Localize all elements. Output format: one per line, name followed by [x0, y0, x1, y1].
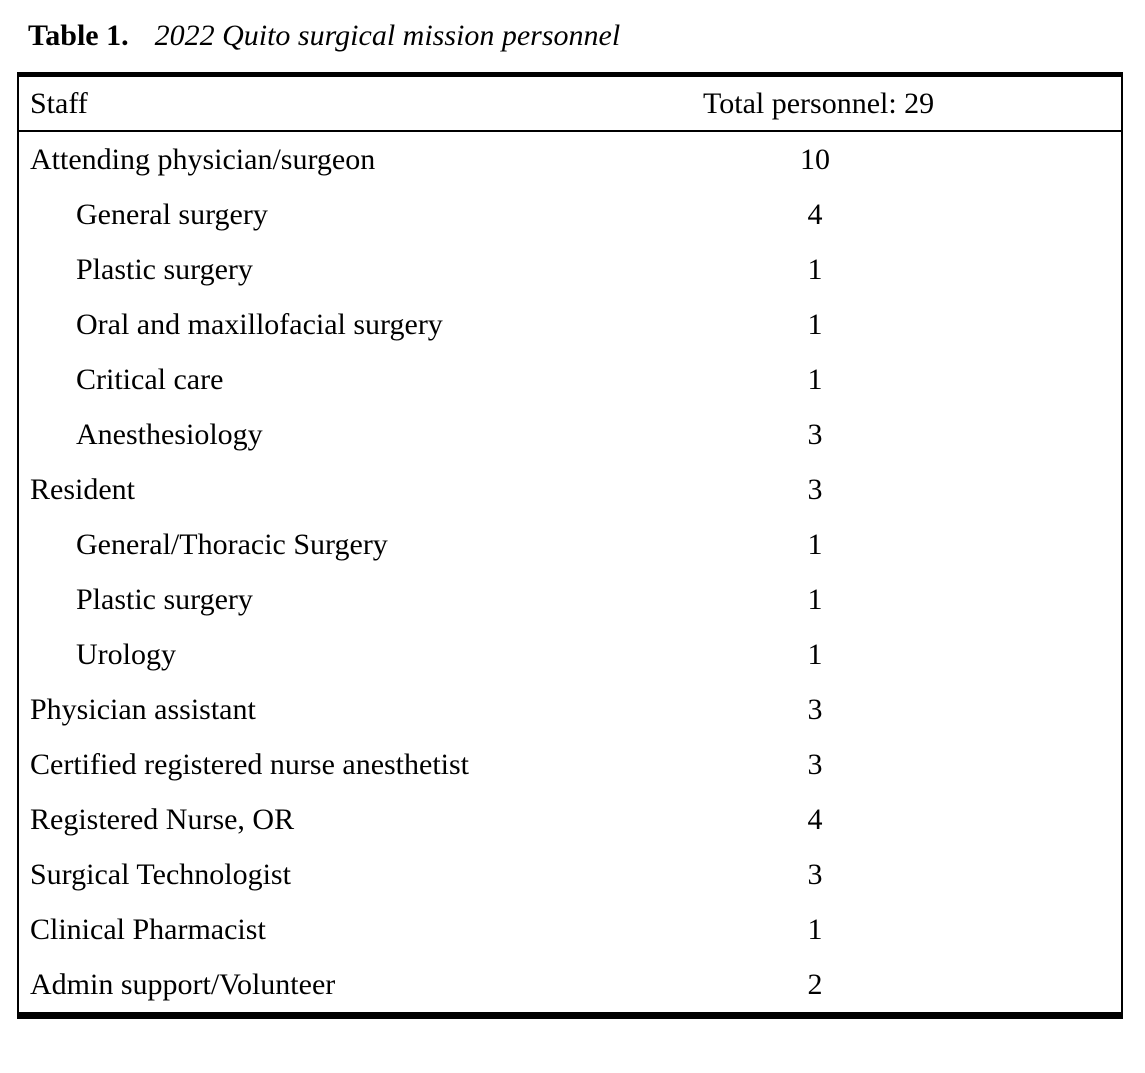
- table-row: Clinical Pharmacist 1: [19, 902, 1121, 957]
- table-caption-title: 2022 Quito surgical mission personnel: [154, 19, 621, 52]
- table-row: Anesthesiology 3: [19, 407, 1121, 462]
- table-body: Attending physician/surgeon 10 General s…: [19, 132, 1121, 1012]
- table-row: Resident 3: [19, 462, 1121, 517]
- row-value: 1: [807, 307, 823, 341]
- row-label: Certified registered nurse anesthetist: [30, 747, 470, 781]
- row-value: 2: [807, 967, 823, 1001]
- row-value: 3: [807, 747, 823, 781]
- table-row: Certified registered nurse anesthetist 3: [19, 737, 1121, 792]
- row-value: 1: [807, 252, 823, 286]
- table-row: General/Thoracic Surgery 1: [19, 517, 1121, 572]
- table-row: Urology 1: [19, 627, 1121, 682]
- row-value: 1: [807, 582, 823, 616]
- row-label: Clinical Pharmacist: [30, 912, 266, 946]
- row-label: Plastic surgery: [76, 252, 253, 286]
- row-value: 10: [800, 142, 830, 176]
- row-label: Plastic surgery: [76, 582, 253, 616]
- row-label: General surgery: [76, 197, 268, 231]
- header-total-personnel-cell: Total personnel: 29: [703, 86, 935, 120]
- row-value: 4: [807, 197, 823, 231]
- row-label: Surgical Technologist: [30, 857, 291, 891]
- table-row: Attending physician/surgeon 10: [19, 132, 1121, 187]
- table-caption-label: Table 1.: [28, 19, 129, 52]
- row-label: Attending physician/surgeon: [30, 142, 376, 176]
- row-label: Urology: [76, 637, 176, 671]
- row-value: 1: [807, 912, 823, 946]
- row-value: 1: [807, 362, 823, 396]
- row-value: 3: [807, 472, 823, 506]
- row-label: Resident: [30, 472, 135, 506]
- table-row: General surgery 4: [19, 187, 1121, 242]
- row-value: 1: [807, 637, 823, 671]
- table-row: Physician assistant 3: [19, 682, 1121, 737]
- row-value: 4: [807, 802, 823, 836]
- row-label: Physician assistant: [30, 692, 256, 726]
- table-caption: Table 1. 2022 Quito surgical mission pers…: [28, 16, 620, 56]
- row-label: Critical care: [76, 362, 224, 396]
- row-label: General/Thoracic Surgery: [76, 527, 388, 561]
- header-staff-cell: Staff: [30, 86, 88, 120]
- personnel-table: Staff Total personnel: 29 Attending phys…: [17, 72, 1123, 1019]
- table-row: Plastic surgery 1: [19, 242, 1121, 297]
- row-value: 1: [807, 527, 823, 561]
- row-label: Registered Nurse, OR: [30, 802, 295, 836]
- table-row: Plastic surgery 1: [19, 572, 1121, 627]
- row-label: Anesthesiology: [76, 417, 263, 451]
- table-header-row: Staff Total personnel: 29: [19, 77, 1121, 132]
- table-row: Registered Nurse, OR 4: [19, 792, 1121, 847]
- row-label: Oral and maxillofacial surgery: [76, 307, 443, 341]
- row-value: 3: [807, 417, 823, 451]
- row-value: 3: [807, 692, 823, 726]
- table-row: Critical care 1: [19, 352, 1121, 407]
- row-label: Admin support/Volunteer: [30, 967, 336, 1001]
- table-row: Admin support/Volunteer 2: [19, 957, 1121, 1012]
- table-row: Oral and maxillofacial surgery 1: [19, 297, 1121, 352]
- row-value: 3: [807, 857, 823, 891]
- table-row: Surgical Technologist 3: [19, 847, 1121, 902]
